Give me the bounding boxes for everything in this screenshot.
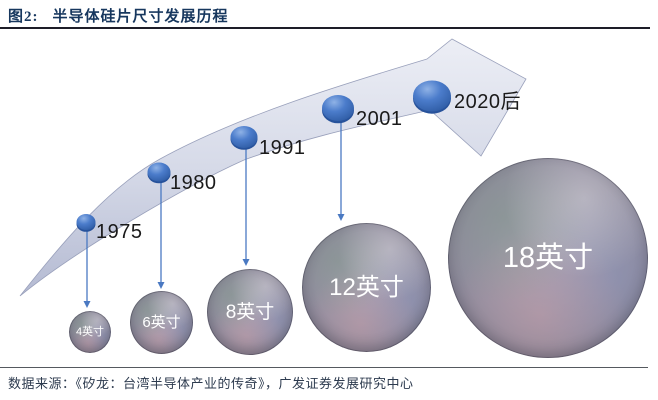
footer-divider-line	[0, 367, 648, 368]
connector-arrow-6inch	[157, 183, 165, 289]
connector-arrow-8inch	[242, 149, 250, 266]
header-divider-line	[0, 27, 650, 29]
year-label-1991: 1991	[259, 137, 306, 159]
wafer-label-6inch: 6英寸	[142, 314, 181, 331]
figure-number-label: 图2:	[8, 9, 39, 25]
year-label-1975: 1975	[96, 221, 143, 243]
wafer-label-12inch: 12英寸	[329, 273, 404, 301]
wafer-18inch: 18英寸	[448, 158, 648, 358]
figure-header: 图2: 半导体硅片尺寸发展历程	[8, 5, 229, 26]
timeline-dot-1991	[230, 126, 258, 150]
year-label-2001: 2001	[356, 108, 403, 130]
connector-arrow-4inch	[83, 231, 91, 308]
timeline-dot-2001	[322, 95, 354, 124]
wafer-label-4inch: 4英寸	[75, 325, 105, 338]
wafer-6inch: 6英寸	[130, 291, 193, 354]
connector-arrow-12inch	[337, 122, 345, 221]
wafer-4inch: 4英寸	[69, 311, 111, 353]
timeline-dot-1975	[76, 214, 96, 232]
timeline-dot-1980	[147, 162, 171, 184]
wafer-label-18inch: 18英寸	[502, 241, 594, 274]
year-label-1980: 1980	[170, 172, 217, 194]
figure-title: 半导体硅片尺寸发展历程	[52, 9, 229, 25]
year-label-2020: 2020后	[454, 91, 521, 113]
timeline-dot-2020	[413, 80, 451, 114]
growth-arrow-shape	[19, 38, 527, 297]
wafer-label-8inch: 8英寸	[225, 301, 275, 323]
wafer-12inch: 12英寸	[302, 223, 431, 352]
wafer-8inch: 8英寸	[207, 269, 293, 355]
data-source-note: 数据来源：《矽龙：台湾半导体产业的传奇》，广发证券发展研究中心	[8, 376, 414, 391]
